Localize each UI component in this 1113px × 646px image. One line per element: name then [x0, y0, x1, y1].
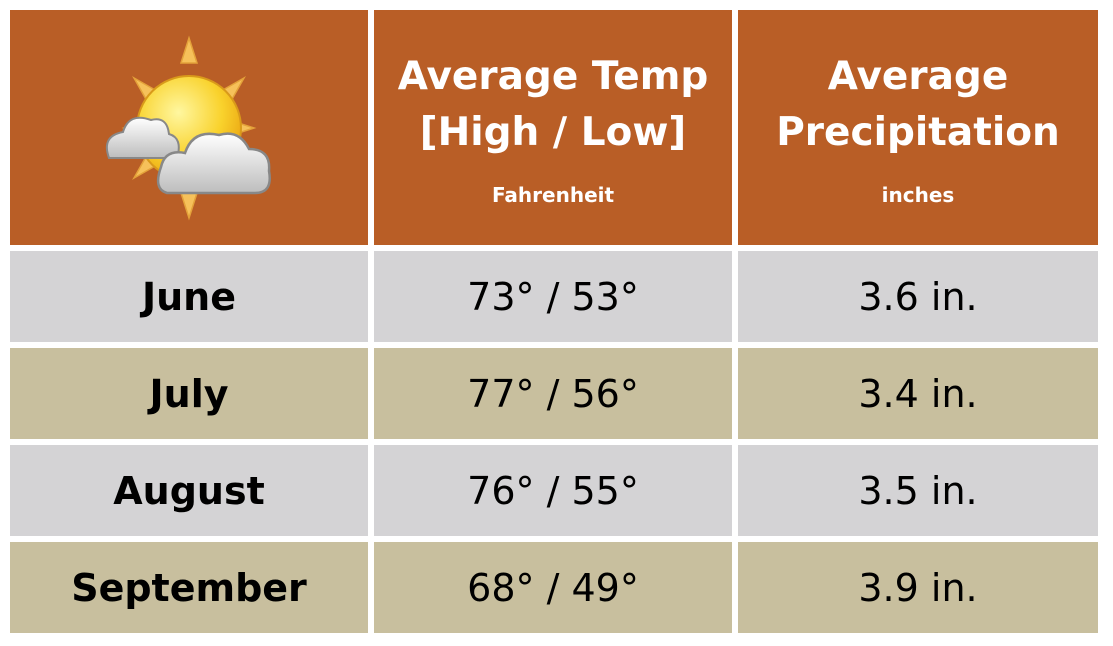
icon-cell: [10, 10, 368, 245]
value-cell: 73° / 53°: [374, 251, 732, 342]
value-cell: 3.6 in.: [738, 251, 1098, 342]
header-cell: Average Precipitation inches: [738, 10, 1098, 245]
value-cell: 77° / 56°: [374, 348, 732, 439]
value-cell: 76° / 55°: [374, 445, 732, 536]
weather-icon: [105, 35, 271, 220]
header-title: [High / Low]: [419, 109, 687, 155]
month-cell: July: [10, 348, 368, 439]
header-unit: Fahrenheit: [491, 182, 615, 207]
weather-table: Average Temp [High / Low] Fahrenheit Ave…: [10, 10, 1098, 633]
header-title: Average Temp: [397, 53, 709, 99]
month-cell: August: [10, 445, 368, 536]
header-unit: inches: [881, 182, 955, 207]
value-cell: 3.5 in.: [738, 445, 1098, 536]
value-cell: 68° / 49°: [374, 542, 732, 633]
month-cell: June: [10, 251, 368, 342]
header-title: Average: [827, 53, 1009, 99]
value-cell: 3.4 in.: [738, 348, 1098, 439]
month-cell: September: [10, 542, 368, 633]
header-title: Precipitation: [776, 109, 1060, 155]
header-cell: Average Temp [High / Low] Fahrenheit: [374, 10, 732, 245]
value-cell: 3.9 in.: [738, 542, 1098, 633]
